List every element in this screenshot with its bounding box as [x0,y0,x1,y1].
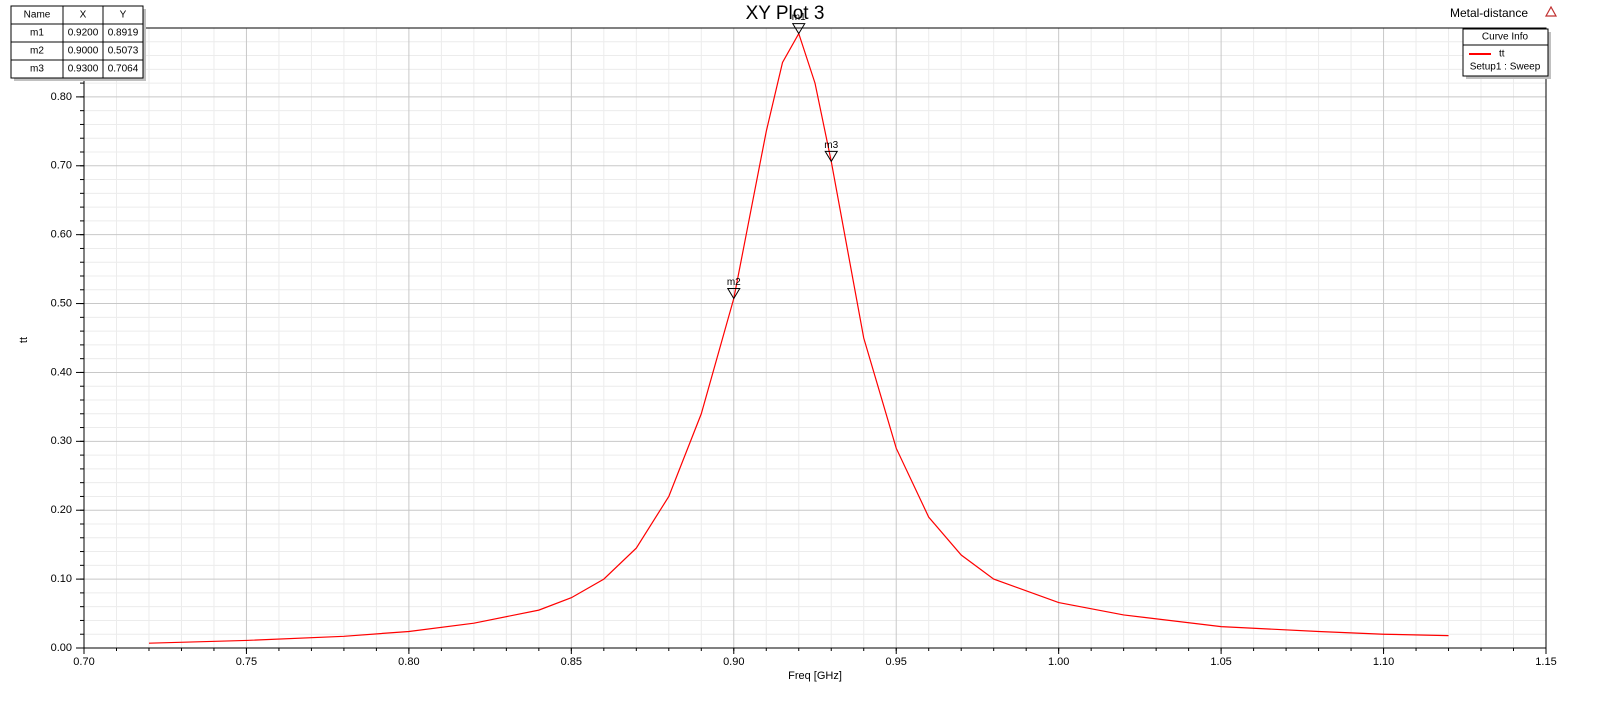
table-value: m1 [30,28,44,39]
marker-label: m2 [727,277,741,288]
table-value: m3 [30,64,44,75]
y-tick-label: 0.10 [51,573,72,585]
legend-title: Curve Info [1482,32,1529,43]
legend-subtitle: Setup1 : Sweep [1470,62,1541,73]
y-tick-label: 0.60 [51,229,72,241]
plot-frame [83,27,1547,649]
table-value: m2 [30,46,44,57]
x-axis-label: Freq [GHz] [788,670,842,682]
marker [824,150,839,163]
x-tick-label: 0.80 [398,656,419,668]
marker [791,23,806,35]
x-tick-label: 1.05 [1210,656,1231,668]
table-header: X [80,10,87,21]
table-value: 0.9000 [68,46,99,57]
legend-entry: tt [1499,49,1505,60]
table-header: Name [24,10,51,21]
corner-icon [1544,5,1558,17]
x-tick-label: 1.10 [1373,656,1394,668]
x-tick-label: 0.95 [886,656,907,668]
series-line [148,32,1449,644]
x-tick-label: 1.15 [1535,656,1556,668]
x-tick-label: 1.00 [1048,656,1069,668]
legend [1462,28,1549,77]
y-tick-label: 0.80 [51,91,72,103]
chart-title: XY Plot 3 [746,3,825,24]
table-header: Y [120,10,127,21]
x-tick-label: 0.85 [561,656,582,668]
y-tick-label: 0.50 [51,297,72,309]
table-value: 0.8919 [108,28,139,39]
table-value: 0.9200 [68,28,99,39]
y-axis-label: tt [18,337,30,343]
table-cell [102,59,144,79]
y-tick-label: 0.20 [51,504,72,516]
y-tick-label: 0.70 [51,160,72,172]
marker [726,288,741,300]
y-tick-label: 0.00 [51,642,72,654]
x-tick-label: 0.75 [236,656,257,668]
y-tick-label: 0.40 [51,366,72,378]
marker-label: m3 [824,140,838,151]
table-value: 0.9300 [68,64,99,75]
corner-label: Metal-distance [1450,6,1528,20]
y-tick-label: 0.30 [51,435,72,447]
x-tick-label: 0.90 [723,656,744,668]
table-value: 0.5073 [108,46,139,57]
marker-label: m1 [792,12,806,23]
x-tick-label: 0.70 [73,656,94,668]
table-value: 0.7064 [108,64,139,75]
